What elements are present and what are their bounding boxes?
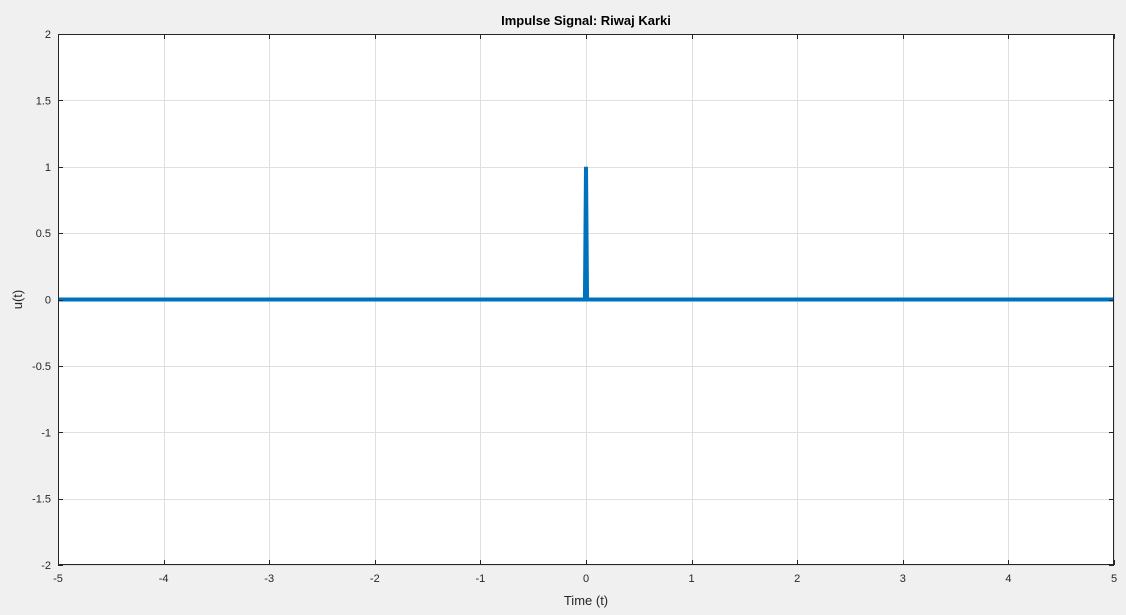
x-tick-label: -5 (53, 573, 63, 585)
x-tick-label: 5 (1111, 573, 1117, 585)
x-tick-label: 1 (689, 573, 695, 585)
y-tick-label: 0 (45, 295, 51, 307)
y-axis-label: u(t) (10, 290, 25, 310)
axis-ticks: -5 -4 -3 -2 -1 0 1 2 3 4 5 -2 -1.5 -1 -0.5 0 0.5 1 1.5 2 (32, 29, 1117, 585)
y-tick-label: 1 (45, 162, 51, 174)
x-axis-label: Time (t) (564, 593, 608, 608)
y-tick-label: -0.5 (32, 361, 51, 373)
x-tick-label: 4 (1005, 573, 1011, 585)
y-tick-label: 0.5 (36, 228, 51, 240)
x-tick-label: 2 (794, 573, 800, 585)
x-tick-label: 0 (583, 573, 589, 585)
series-line-0 (58, 166, 1114, 302)
y-tick-label: -2 (41, 560, 51, 572)
y-tick-label: -1 (41, 427, 51, 439)
x-tick-label: 3 (900, 573, 906, 585)
x-tick-label: -3 (264, 573, 274, 585)
x-tick-label: -1 (476, 573, 486, 585)
y-tick-label: -1.5 (32, 494, 51, 506)
x-tick-label: -2 (370, 573, 380, 585)
y-tick-label: 1.5 (36, 95, 51, 107)
data-series (58, 166, 1114, 302)
y-tick-label: 2 (45, 29, 51, 41)
chart-title: Impulse Signal: Riwaj Karki (501, 13, 671, 28)
x-tick-label: -4 (159, 573, 169, 585)
